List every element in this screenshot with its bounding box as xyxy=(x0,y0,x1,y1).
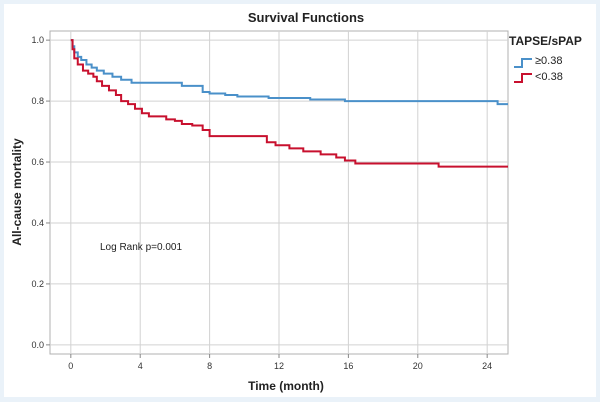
x-tick-label: 20 xyxy=(413,361,423,371)
survival-chart: Survival Functions 0 4 8 12 16 20 240.00.20.40… xyxy=(10,10,582,393)
y-tick-label: 0.4 xyxy=(31,218,44,228)
log-rank-annotation: Log Rank p=0.001 xyxy=(100,242,182,253)
gridlines xyxy=(50,31,508,354)
y-tick-label: 0.2 xyxy=(31,279,44,289)
y-tick-label: 0.8 xyxy=(31,96,44,106)
x-tick-label: 24 xyxy=(482,361,492,371)
chart-title: Survival Functions xyxy=(248,10,364,25)
y-tick-label: 1.0 xyxy=(31,35,44,45)
legend-title: TAPSE/sPAP xyxy=(509,34,582,48)
x-tick-label: 16 xyxy=(343,361,353,371)
chart-frame: Survival Functions 0 4 8 12 16 20 24 0.0 0.2 0.4 0… xyxy=(4,4,596,397)
axis-ticks: 0 4 8 12 16 20 24 0.0 0.2 0.4 0.6 0.8 1.0 xyxy=(31,35,492,371)
y-tick-label: 0.0 xyxy=(31,340,44,350)
x-tick-label: 12 xyxy=(274,361,284,371)
series-line-high xyxy=(70,39,508,106)
legend-label-high: ≥0.38 xyxy=(535,55,562,67)
survival-curves xyxy=(70,39,508,168)
x-tick-label: 0 xyxy=(68,361,73,371)
legend-label-low: <0.38 xyxy=(535,71,563,83)
y-axis-label: All-cause mortality xyxy=(10,138,24,246)
legend-swatch-high xyxy=(514,58,532,68)
legend: TAPSE/sPAP ≥0.38 <0.38 xyxy=(509,34,582,83)
series-line-low xyxy=(70,39,508,168)
y-tick-label: 0.6 xyxy=(31,157,44,167)
legend-swatch-low xyxy=(514,73,532,83)
x-tick-label: 8 xyxy=(207,361,212,371)
x-axis-label: Time (month) xyxy=(248,379,324,393)
x-tick-label: 4 xyxy=(138,361,143,371)
